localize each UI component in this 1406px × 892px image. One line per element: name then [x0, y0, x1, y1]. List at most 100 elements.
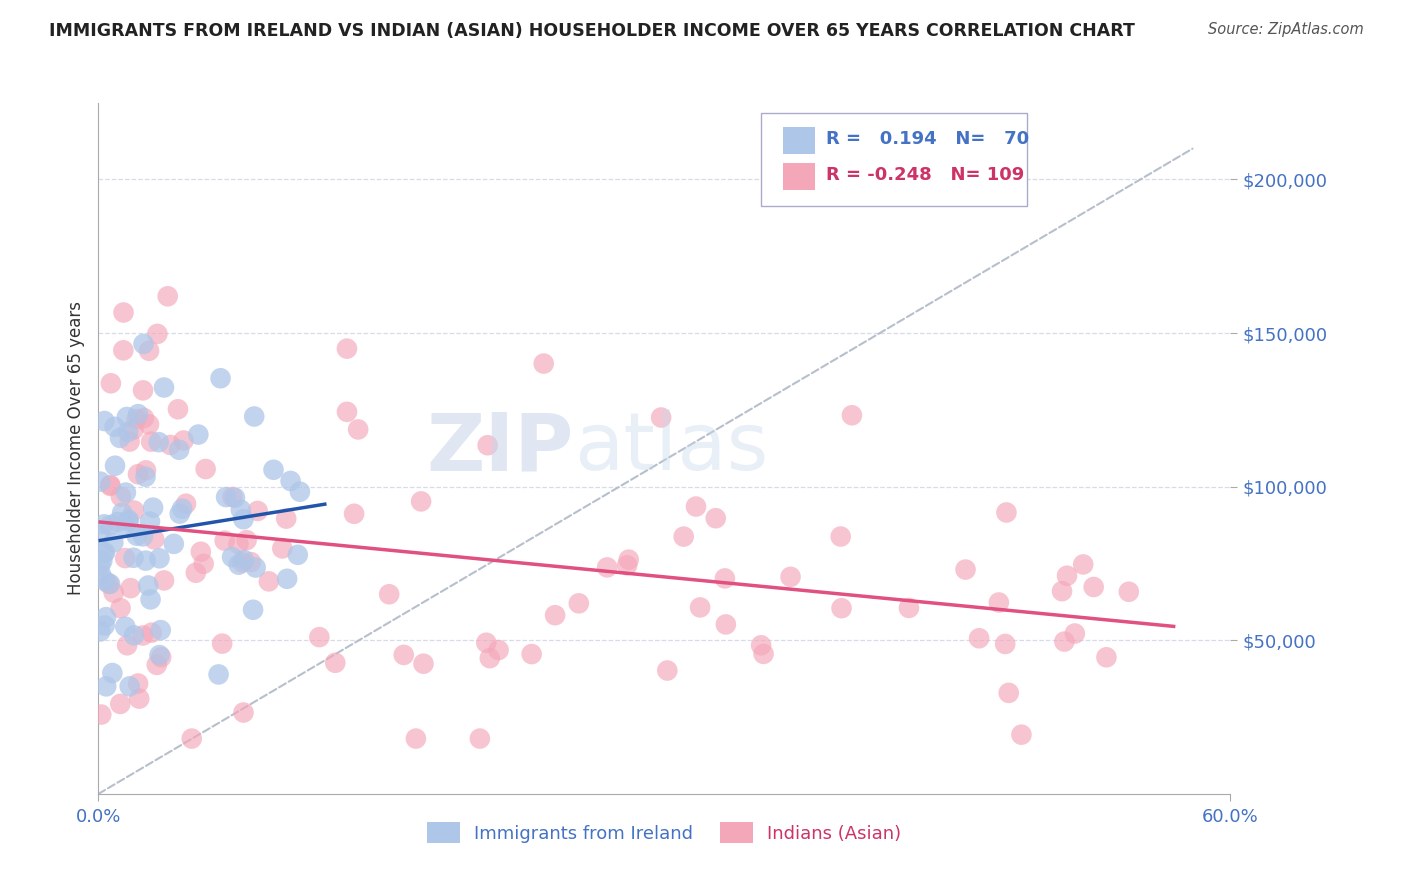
Point: [132, 384, 155, 398]
Point: [89, 558, 111, 572]
Point: [127, 676, 149, 690]
Point: [132, 411, 155, 425]
Point: [127, 407, 149, 421]
Point: [120, 581, 142, 595]
Point: [115, 485, 138, 500]
Point: [101, 666, 124, 681]
Point: [263, 463, 285, 477]
Point: [232, 512, 254, 526]
Point: [114, 551, 136, 566]
Point: [897, 601, 920, 615]
Point: [110, 601, 132, 615]
Point: [122, 628, 145, 642]
Point: [180, 731, 202, 746]
Point: [336, 405, 359, 419]
Point: [967, 632, 990, 646]
Point: [228, 558, 250, 572]
Point: [153, 380, 176, 394]
Point: [172, 501, 194, 516]
Point: [657, 664, 679, 678]
Point: [146, 326, 169, 341]
Point: [112, 343, 135, 358]
Text: ZIP: ZIP: [426, 409, 574, 487]
Point: [194, 462, 217, 476]
Point: [841, 409, 863, 423]
FancyBboxPatch shape: [761, 113, 1026, 206]
Point: [215, 490, 238, 504]
Point: [163, 537, 186, 551]
Point: [1063, 626, 1085, 640]
Point: [488, 643, 510, 657]
Point: [94, 545, 117, 559]
Point: [830, 529, 852, 543]
Point: [239, 555, 262, 569]
Point: [235, 533, 257, 548]
Point: [118, 434, 141, 449]
Point: [153, 574, 176, 588]
Point: [276, 572, 298, 586]
Text: atlas: atlas: [574, 409, 768, 487]
Point: [714, 617, 737, 632]
Point: [169, 507, 191, 521]
Point: [276, 511, 298, 525]
Point: [103, 585, 125, 599]
Point: [150, 650, 173, 665]
Point: [132, 337, 155, 351]
Point: [94, 574, 117, 588]
Point: [475, 636, 498, 650]
Point: [617, 552, 640, 566]
Point: [831, 601, 853, 615]
Point: [343, 507, 366, 521]
Point: [533, 357, 555, 371]
Point: [146, 657, 169, 672]
Point: [139, 515, 162, 529]
Point: [214, 533, 236, 548]
Point: [714, 571, 737, 585]
Point: [232, 706, 254, 720]
Point: [232, 553, 254, 567]
Point: [229, 503, 252, 517]
Point: [287, 548, 309, 562]
Point: [336, 342, 359, 356]
Point: [97, 576, 120, 591]
Point: [148, 435, 170, 450]
Point: [148, 648, 170, 662]
Point: [997, 686, 1019, 700]
Point: [94, 610, 117, 624]
Y-axis label: Householder Income Over 65 years: Householder Income Over 65 years: [66, 301, 84, 595]
Point: [135, 463, 157, 477]
Point: [128, 691, 150, 706]
Point: [148, 551, 170, 566]
Point: [143, 533, 166, 547]
Point: [174, 497, 197, 511]
Point: [211, 637, 233, 651]
Point: [689, 600, 711, 615]
Point: [117, 513, 139, 527]
Point: [98, 478, 121, 492]
Point: [127, 467, 149, 482]
Point: [110, 490, 132, 504]
Point: [98, 518, 121, 533]
Point: [139, 434, 162, 449]
Point: [111, 506, 134, 520]
Point: [1095, 650, 1118, 665]
Point: [392, 648, 415, 662]
Point: [139, 592, 162, 607]
Point: [93, 517, 115, 532]
Point: [122, 422, 145, 436]
Point: [141, 625, 163, 640]
Point: [105, 515, 128, 529]
Point: [224, 491, 246, 505]
Point: [257, 574, 280, 589]
Point: [650, 410, 672, 425]
Point: [209, 371, 232, 385]
Point: [1083, 580, 1105, 594]
Point: [243, 409, 266, 424]
Point: [280, 474, 302, 488]
Point: [994, 637, 1017, 651]
Point: [1071, 558, 1094, 572]
Point: [685, 500, 707, 514]
Text: Source: ZipAtlas.com: Source: ZipAtlas.com: [1208, 22, 1364, 37]
Point: [347, 422, 370, 436]
Point: [779, 570, 801, 584]
